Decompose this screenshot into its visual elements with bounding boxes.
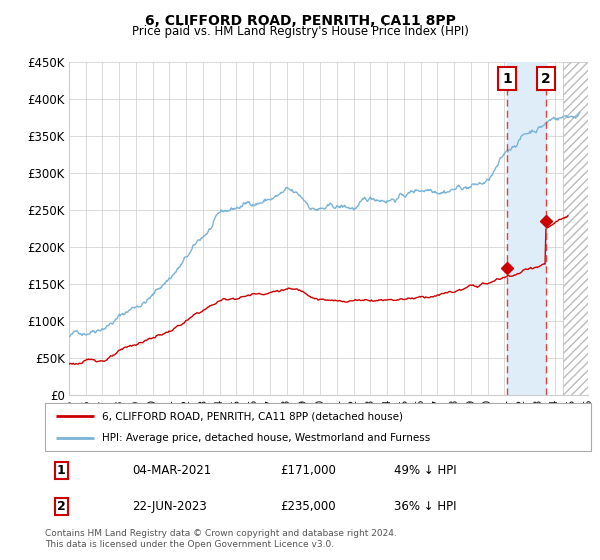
Text: 6, CLIFFORD ROAD, PENRITH, CA11 8PP (detached house): 6, CLIFFORD ROAD, PENRITH, CA11 8PP (det… <box>103 411 403 421</box>
Text: 2: 2 <box>541 72 551 86</box>
Text: 49% ↓ HPI: 49% ↓ HPI <box>394 464 457 477</box>
Text: Contains HM Land Registry data © Crown copyright and database right 2024.
This d: Contains HM Land Registry data © Crown c… <box>45 529 397 549</box>
FancyBboxPatch shape <box>45 403 591 451</box>
Text: Price paid vs. HM Land Registry's House Price Index (HPI): Price paid vs. HM Land Registry's House … <box>131 25 469 38</box>
Bar <box>507 62 545 395</box>
Text: 2: 2 <box>57 500 66 513</box>
Bar <box>563 62 588 395</box>
Text: 36% ↓ HPI: 36% ↓ HPI <box>394 500 457 513</box>
Text: 6, CLIFFORD ROAD, PENRITH, CA11 8PP: 6, CLIFFORD ROAD, PENRITH, CA11 8PP <box>145 14 455 28</box>
Text: 22-JUN-2023: 22-JUN-2023 <box>133 500 207 513</box>
Text: £171,000: £171,000 <box>280 464 335 477</box>
Text: £235,000: £235,000 <box>280 500 335 513</box>
Text: 1: 1 <box>57 464 66 477</box>
Bar <box>563 62 588 395</box>
Text: 1: 1 <box>502 72 512 86</box>
Text: HPI: Average price, detached house, Westmorland and Furness: HPI: Average price, detached house, West… <box>103 433 431 443</box>
Text: 04-MAR-2021: 04-MAR-2021 <box>133 464 212 477</box>
